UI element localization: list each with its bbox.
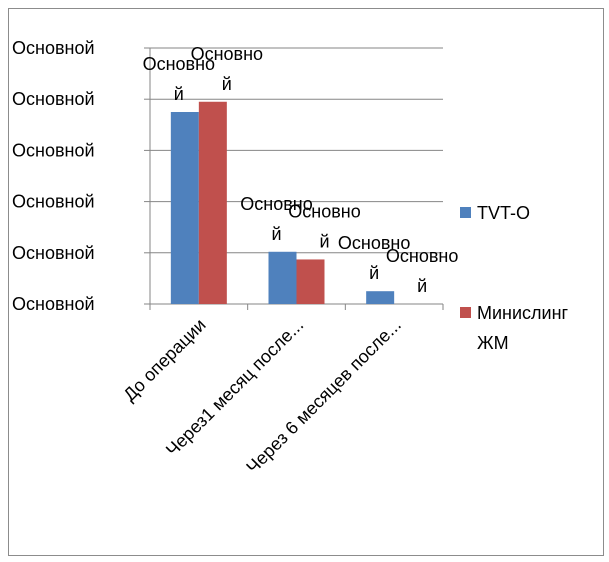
legend-label: Минислинг ЖМ bbox=[477, 303, 569, 353]
bar bbox=[366, 291, 395, 304]
data-label: Основно й bbox=[240, 194, 312, 244]
bar bbox=[268, 251, 297, 304]
x-category-label: Через 6 месяцев после... bbox=[242, 315, 405, 478]
y-tick-label: Основной bbox=[12, 89, 95, 109]
bar bbox=[170, 112, 199, 304]
y-tick-label: Основной bbox=[12, 192, 95, 212]
x-category-label: До операции bbox=[119, 315, 209, 405]
data-label: Основно й bbox=[386, 246, 458, 296]
y-tick-label: Основной bbox=[12, 38, 95, 58]
data-label: Основно й bbox=[191, 44, 263, 94]
legend-label: TVT-O bbox=[477, 203, 530, 223]
legend-swatch bbox=[460, 307, 471, 318]
data-label: Основно й bbox=[338, 233, 410, 283]
bar bbox=[296, 259, 325, 304]
bar bbox=[198, 101, 227, 304]
data-label: Основно й bbox=[288, 201, 360, 251]
y-tick-label: Основной bbox=[12, 294, 95, 314]
data-label: Основно й bbox=[143, 54, 215, 104]
legend-swatch bbox=[460, 207, 471, 218]
y-tick-label: Основной bbox=[12, 243, 95, 263]
y-tick-label: Основной bbox=[12, 140, 95, 160]
